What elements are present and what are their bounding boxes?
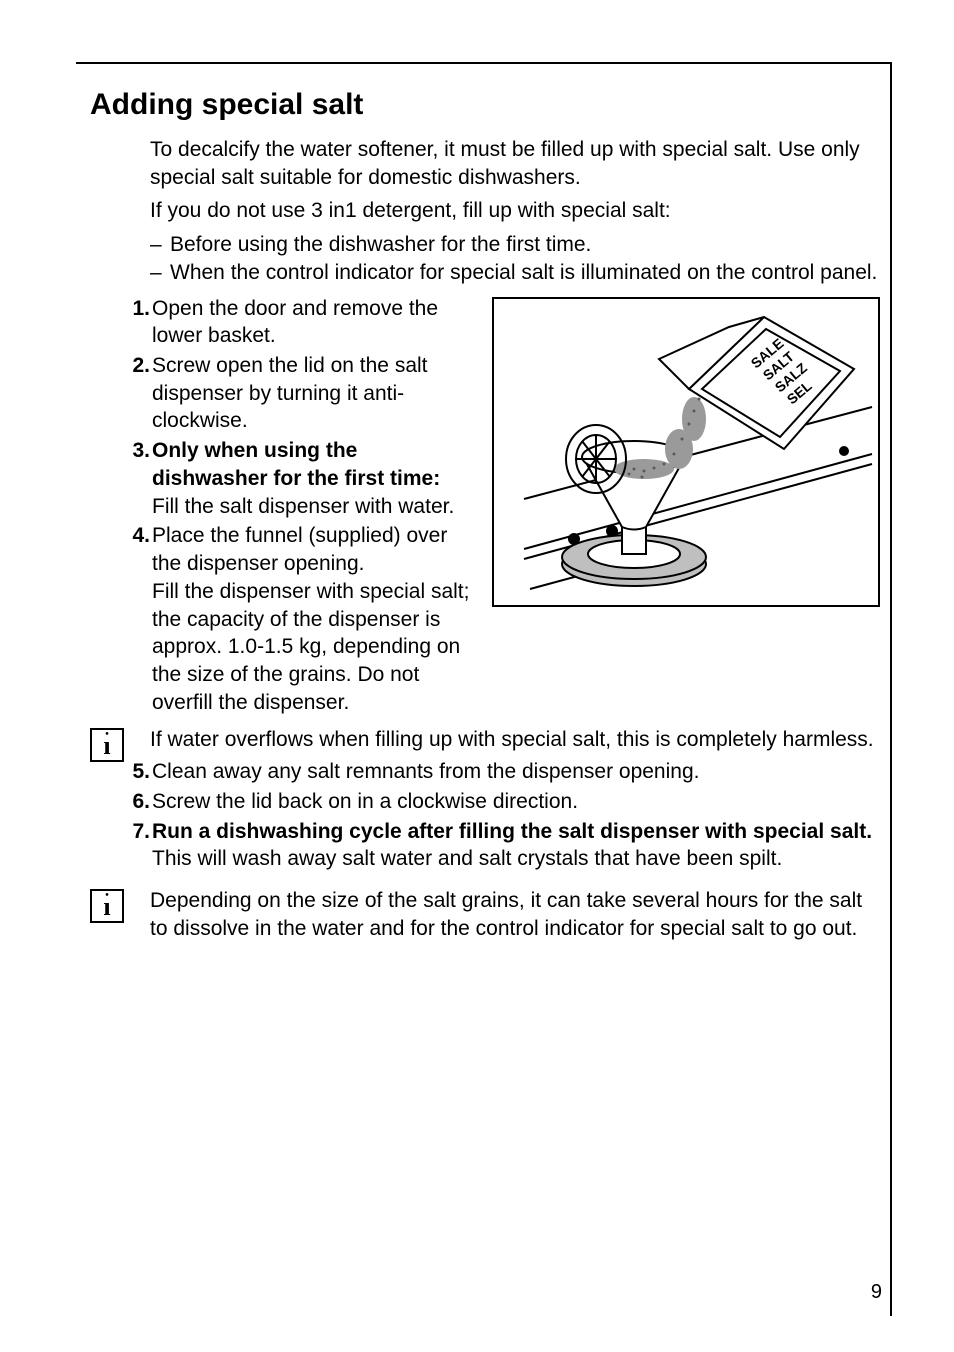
step-2-num: 2. <box>122 352 152 435</box>
info-note-1: •ı If water overflows when filling up wi… <box>76 726 882 754</box>
info-note-2: •ı Depending on the size of the salt gra… <box>76 887 882 942</box>
step-6: 6. Screw the lid back on in a clockwise … <box>150 788 882 816</box>
step-7: 7. Run a dishwashing cycle after filling… <box>150 818 882 873</box>
intro-bullet-1: – Before using the dishwasher for the fi… <box>150 231 882 259</box>
intro-bullet-2: – When the control indicator for special… <box>150 259 882 287</box>
step-4: 4. Place the funnel (supplied) over the … <box>150 522 476 716</box>
ordered-steps-b: 5. Clean away any salt remnants from the… <box>150 758 882 873</box>
step-3-lead: Only when using the dishwasher for the f… <box>152 439 440 490</box>
info-note-1-text: If water overflows when filling up with … <box>150 726 882 754</box>
intro-para-1: To decalcify the water softener, it must… <box>150 136 882 191</box>
step-2: 2. Screw open the lid on the salt dispen… <box>150 352 476 435</box>
top-rule <box>76 62 892 64</box>
step-7-num: 7. <box>122 818 152 873</box>
info-icon: •ı <box>90 728 124 762</box>
intro-bullet-1-text: Before using the dishwasher for the firs… <box>170 231 591 259</box>
step-3: 3. Only when using the dishwasher for th… <box>150 437 476 520</box>
figure-column: SALE SALT SALZ SEL <box>492 293 882 607</box>
step-5: 5. Clean away any salt remnants from the… <box>150 758 882 786</box>
intro-para-2: If you do not use 3 in1 detergent, fill … <box>150 197 882 225</box>
info-icon: •ı <box>90 889 124 923</box>
info-note-2-text: Depending on the size of the salt grains… <box>150 887 882 942</box>
section-heading: Adding special salt <box>90 88 882 122</box>
step-1: 1. Open the door and remove the lower ba… <box>150 295 476 350</box>
step-4-num: 4. <box>122 522 152 716</box>
ordered-steps-a: 1. Open the door and remove the lower ba… <box>150 295 476 717</box>
step-1-num: 1. <box>122 295 152 350</box>
step-3-text: Only when using the dishwasher for the f… <box>152 437 476 520</box>
step-4-text: Place the funnel (supplied) over the dis… <box>152 522 476 716</box>
step-7-text: Run a dishwashing cycle after filling th… <box>152 818 882 873</box>
salt-dispenser-illustration: SALE SALT SALZ SEL <box>492 297 880 607</box>
step-2-text: Screw open the lid on the salt dispenser… <box>152 352 476 435</box>
step-6-text: Screw the lid back on in a clockwise dir… <box>152 788 882 816</box>
body-text: To decalcify the water softener, it must… <box>150 136 882 718</box>
intro-bullet-list: – Before using the dishwasher for the fi… <box>150 231 882 286</box>
step-3-num: 3. <box>122 437 152 520</box>
salt-figure-svg: SALE SALT SALZ SEL <box>494 299 878 605</box>
intro-bullet-2-text: When the control indicator for special s… <box>170 259 877 287</box>
content-area: Adding special salt To decalcify the wat… <box>76 78 882 946</box>
step-7-lead: Run a dishwashing cycle after filling th… <box>152 820 872 843</box>
step-6-num: 6. <box>122 788 152 816</box>
step-4-line2: Fill the dispenser with special salt; th… <box>152 580 469 714</box>
body-text-2: 5. Clean away any salt remnants from the… <box>150 758 882 873</box>
steps-and-figure: 1. Open the door and remove the lower ba… <box>150 293 882 719</box>
step-7-rest: This will wash away salt water and salt … <box>152 847 782 870</box>
step-3-rest: Fill the salt dispenser with water. <box>152 495 454 518</box>
step-5-text: Clean away any salt remnants from the di… <box>152 758 882 786</box>
steps-left-column: 1. Open the door and remove the lower ba… <box>150 293 492 719</box>
dash-marker: – <box>150 231 170 259</box>
page-number: 9 <box>871 1281 882 1304</box>
page: Adding special salt To decalcify the wat… <box>0 0 954 1352</box>
right-rule <box>890 62 892 1316</box>
step-5-num: 5. <box>122 758 152 786</box>
dash-marker: – <box>150 259 170 287</box>
step-4-line1: Place the funnel (supplied) over the dis… <box>152 524 447 575</box>
step-1-text: Open the door and remove the lower baske… <box>152 295 476 350</box>
